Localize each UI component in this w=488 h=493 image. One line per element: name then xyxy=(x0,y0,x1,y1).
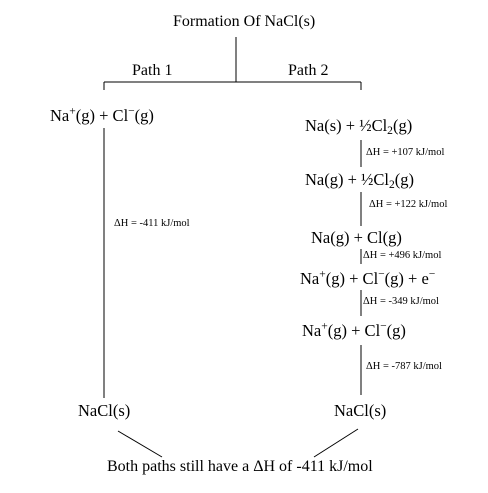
path1-label: Path 1 xyxy=(132,62,173,79)
path2-step4-delta-h: ΔH = -349 kJ/mol xyxy=(363,296,439,307)
path2-species-5: Na+(g) + Cl−(g) xyxy=(302,320,406,340)
conclusion-text: Both paths still have a ΔH of -411 kJ/mo… xyxy=(107,458,373,475)
path2-species-4: Na+(g) + Cl−(g) + e− xyxy=(300,268,436,288)
merge-right-line xyxy=(313,428,359,458)
path2-step5-delta-h: ΔH = -787 kJ/mol xyxy=(366,361,442,372)
path2-end-species: NaCl(s) xyxy=(334,401,387,420)
merge-left-line xyxy=(117,430,163,458)
path2-step2-delta-h: ΔH = +122 kJ/mol xyxy=(369,199,448,210)
diagram-title: Formation Of NaCl(s) xyxy=(173,13,316,30)
path1-start-species: Na+(g) + Cl−(g) xyxy=(50,105,154,125)
path1-end-species: NaCl(s) xyxy=(78,401,131,420)
path2-species-1: Na(s) + ½Cl2(g) xyxy=(305,116,413,137)
path2-step1-delta-h: ΔH = +107 kJ/mol xyxy=(366,147,445,158)
path2-label: Path 2 xyxy=(288,62,329,79)
path2-species-2: Na(g) + ½Cl2(g) xyxy=(305,170,415,191)
path2-species-3: Na(g) + Cl(g) xyxy=(311,228,402,247)
path2-step3-delta-h: ΔH = +496 kJ/mol xyxy=(363,250,442,261)
path1-delta-h: ΔH = -411 kJ/mol xyxy=(114,218,190,229)
